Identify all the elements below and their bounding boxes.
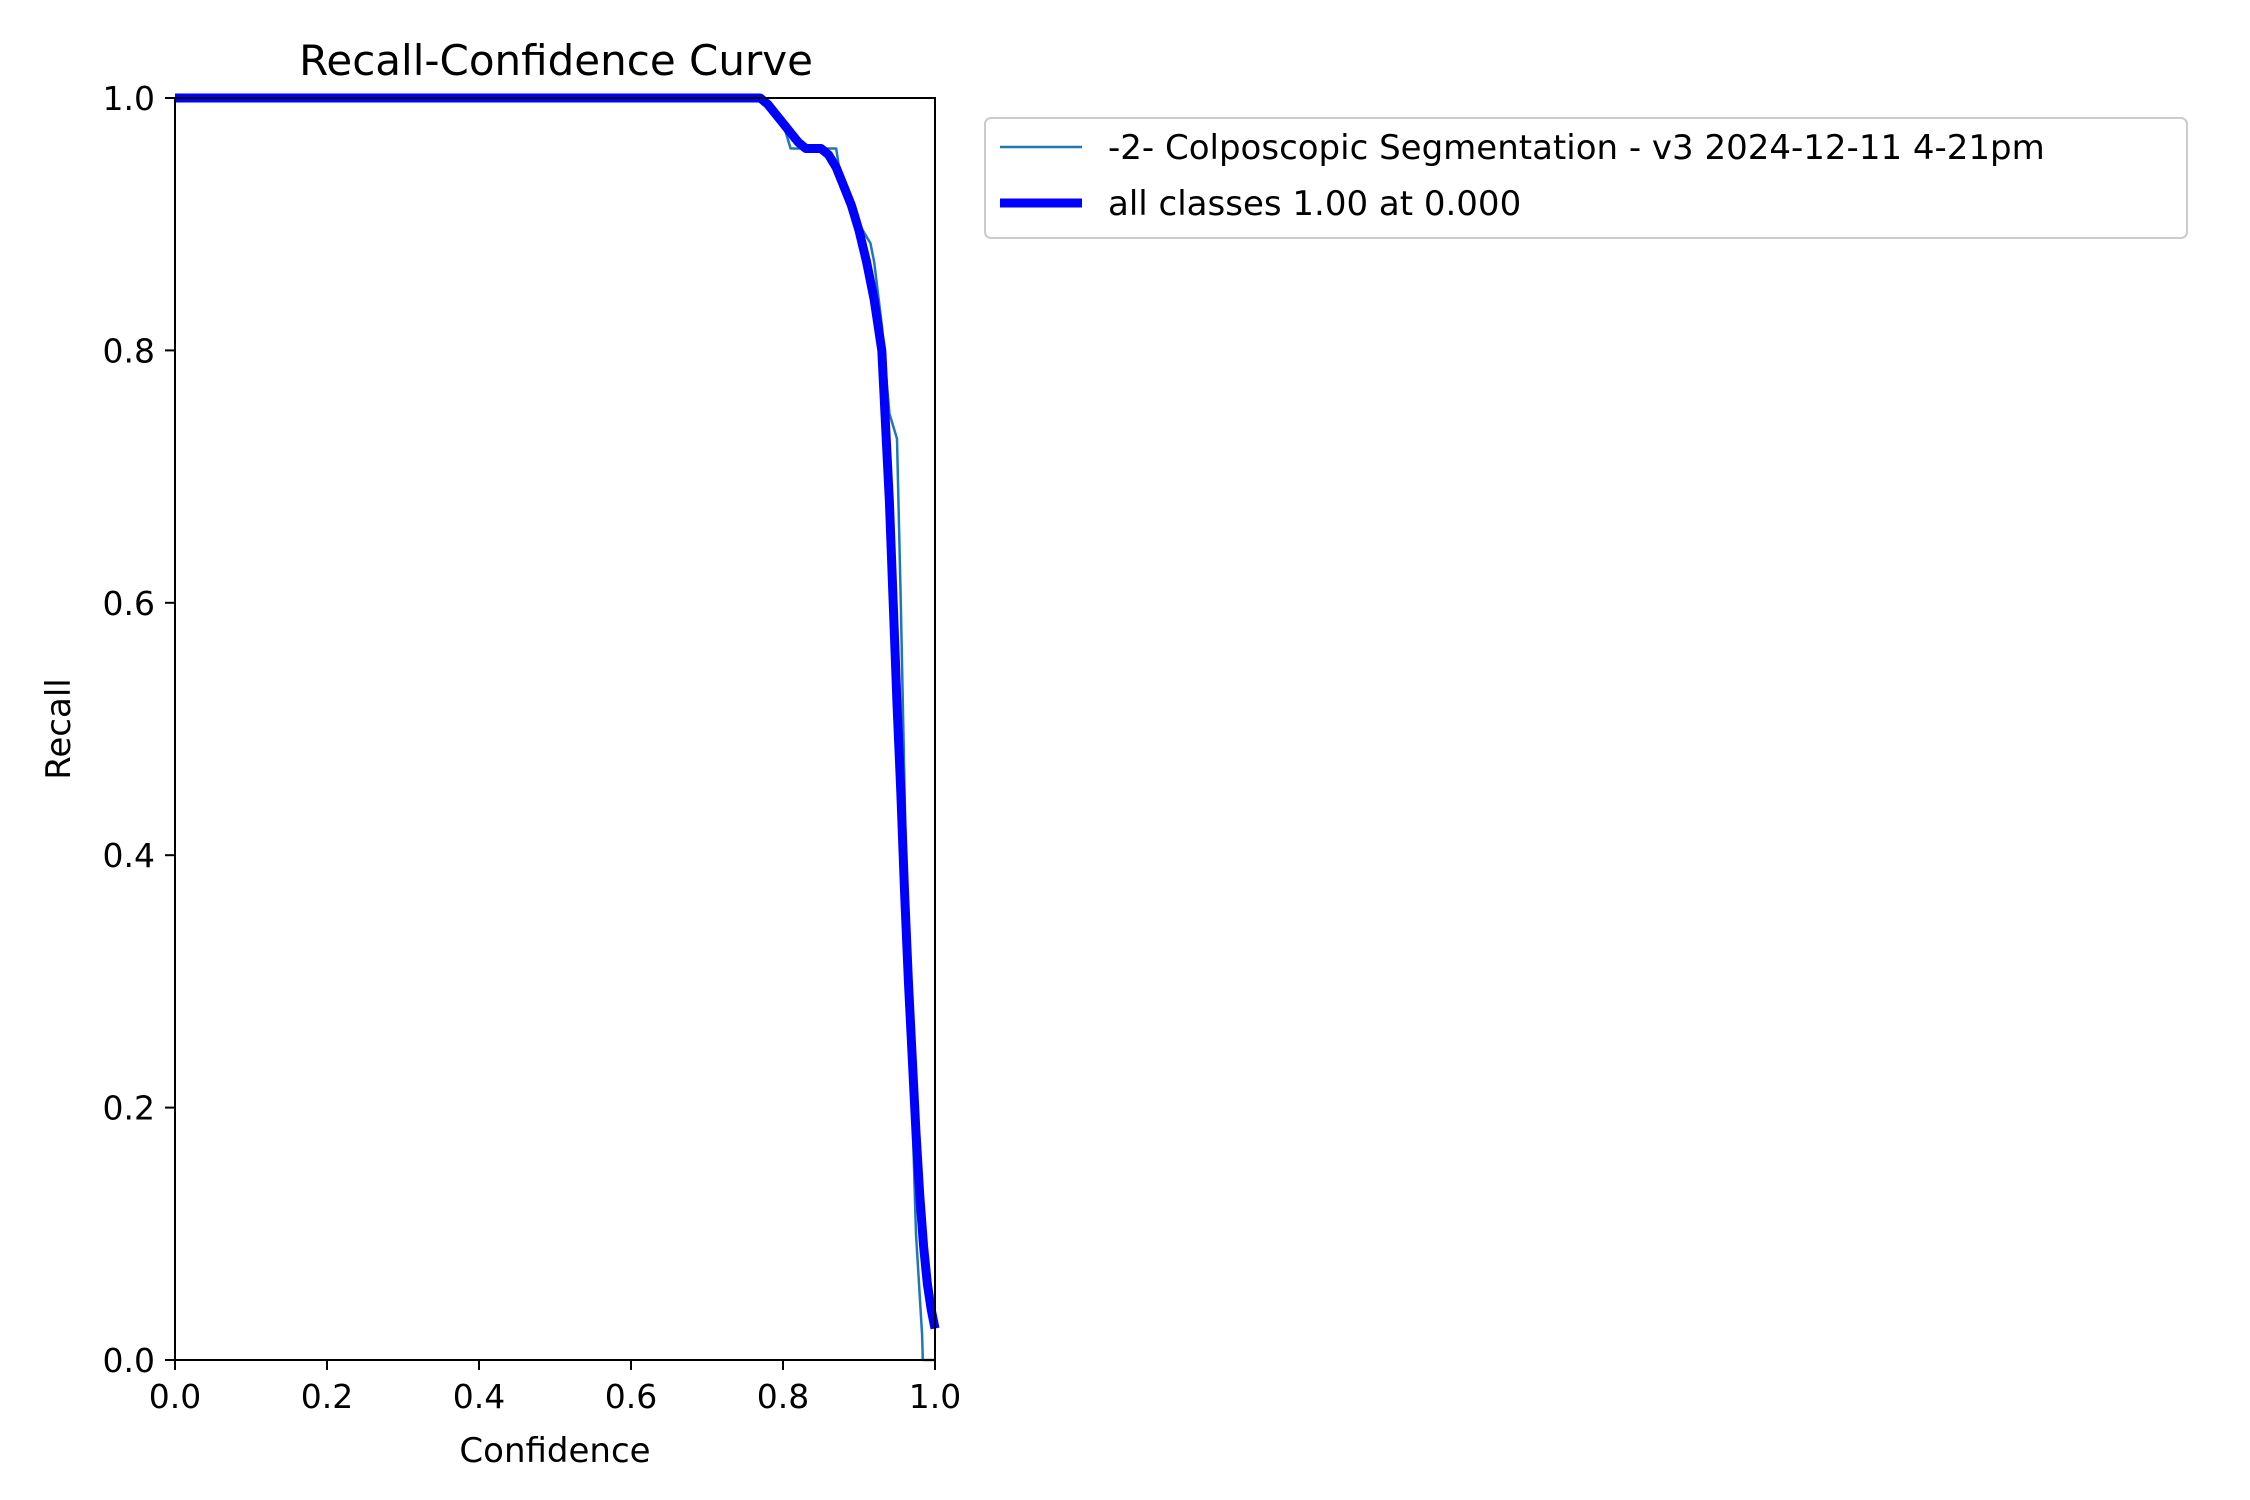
x-tick-label: 1.0 (909, 1377, 961, 1416)
x-tick-label: 0.6 (605, 1377, 657, 1416)
x-tick-label: 0.8 (757, 1377, 809, 1416)
y-tick-label: 0.4 (103, 836, 155, 875)
plot-frame (174, 97, 936, 1361)
x-tick-label: 0.4 (453, 1377, 505, 1416)
series-line-0 (175, 96, 935, 1362)
legend: -2- Colposcopic Segmentation - v3 2024-1… (984, 117, 2188, 239)
y-tick-label: 0.0 (103, 1341, 155, 1380)
x-axis: 0.0 0.2 0.4 0.6 0.8 1.0 (149, 1360, 961, 1416)
y-tick-label: 0.2 (103, 1089, 155, 1128)
y-tick-label: 1.0 (103, 79, 155, 118)
legend-label-series-0: -2- Colposcopic Segmentation - v3 2024-1… (1108, 128, 2045, 168)
x-tick-label: 0.2 (301, 1377, 353, 1416)
y-axis: 0.0 0.2 0.4 0.6 0.8 1.0 (103, 79, 175, 1380)
x-tick-label: 0.0 (149, 1377, 201, 1416)
x-axis-label: Confidence (459, 1431, 650, 1471)
y-tick-label: 0.6 (103, 584, 155, 623)
legend-box (984, 117, 2188, 239)
chart-title: Recall-Confidence Curve (299, 36, 813, 85)
legend-label-series-1: all classes 1.00 at 0.000 (1108, 184, 1521, 224)
y-axis-label: Recall (39, 678, 79, 779)
plot-area (175, 93, 940, 1362)
y-tick-label: 0.8 (103, 331, 155, 370)
series-line-1 (175, 93, 940, 1330)
